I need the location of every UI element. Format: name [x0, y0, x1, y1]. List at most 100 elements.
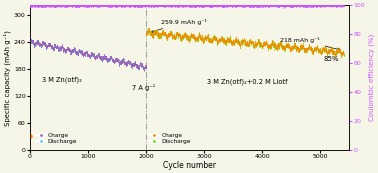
Point — [206, 38, 212, 40]
Point — [247, 40, 253, 43]
Point — [220, 38, 226, 40]
Point — [118, 4, 124, 6]
Point — [146, 5, 152, 8]
Point — [138, 4, 144, 7]
Point — [243, 3, 249, 6]
Point — [56, 5, 62, 8]
Point — [36, 4, 42, 7]
Point — [104, 61, 110, 63]
Point — [209, 5, 215, 7]
Point — [280, 45, 286, 48]
Point — [30, 40, 36, 43]
Point — [335, 48, 341, 51]
Point — [103, 3, 109, 6]
Point — [175, 4, 181, 7]
Point — [228, 43, 234, 46]
Point — [242, 37, 248, 40]
Point — [30, 41, 36, 44]
Point — [90, 53, 96, 56]
Point — [60, 48, 66, 51]
Point — [74, 4, 80, 7]
Point — [280, 4, 286, 7]
Point — [272, 45, 278, 47]
Point — [324, 52, 330, 55]
Point — [116, 3, 122, 6]
Point — [267, 5, 273, 8]
Point — [87, 55, 93, 57]
Point — [108, 56, 114, 59]
Point — [98, 5, 104, 7]
Point — [30, 40, 36, 43]
Point — [133, 62, 139, 65]
Point — [203, 4, 209, 6]
Point — [314, 46, 320, 48]
Point — [120, 58, 126, 60]
Point — [50, 46, 56, 49]
Point — [83, 5, 89, 7]
Point — [101, 55, 107, 57]
Point — [138, 65, 144, 67]
Point — [119, 3, 125, 6]
Point — [188, 4, 194, 7]
Point — [122, 63, 128, 65]
Point — [282, 47, 288, 50]
Point — [185, 36, 191, 38]
Point — [316, 49, 322, 52]
Point — [136, 5, 142, 7]
Point — [85, 4, 91, 7]
Point — [31, 43, 37, 45]
Point — [139, 3, 145, 6]
Point — [269, 40, 275, 42]
Point — [120, 58, 126, 61]
Point — [128, 4, 134, 7]
Point — [124, 61, 130, 63]
Point — [261, 41, 267, 44]
Point — [130, 64, 136, 67]
Point — [271, 4, 277, 7]
Point — [296, 48, 302, 51]
Point — [228, 4, 234, 7]
Point — [307, 4, 313, 7]
Point — [205, 39, 211, 41]
Point — [34, 4, 40, 7]
Point — [115, 58, 121, 61]
Point — [44, 4, 50, 7]
Point — [54, 45, 60, 48]
Point — [260, 43, 266, 45]
Point — [41, 4, 47, 7]
Point — [107, 57, 113, 60]
Point — [50, 4, 56, 6]
Point — [218, 37, 225, 39]
Point — [181, 33, 187, 35]
Point — [201, 38, 207, 41]
Point — [89, 53, 95, 55]
Point — [312, 5, 318, 7]
Point — [319, 51, 325, 54]
Point — [156, 33, 162, 36]
Point — [106, 59, 112, 62]
Point — [90, 53, 96, 56]
Point — [158, 32, 164, 35]
Point — [171, 35, 177, 38]
Point — [169, 36, 175, 38]
Point — [167, 34, 173, 37]
Point — [228, 4, 234, 6]
Point — [211, 37, 217, 39]
Point — [46, 5, 53, 8]
Point — [52, 45, 58, 48]
Point — [317, 47, 323, 49]
Point — [272, 44, 278, 46]
Point — [103, 56, 109, 59]
Point — [309, 47, 315, 50]
Point — [287, 48, 293, 51]
Point — [95, 53, 101, 56]
Point — [216, 39, 222, 41]
Point — [304, 50, 310, 53]
Point — [290, 46, 296, 49]
Point — [287, 5, 293, 8]
Point — [97, 55, 103, 58]
Point — [288, 47, 294, 50]
Point — [31, 43, 37, 46]
Point — [228, 4, 234, 6]
Point — [311, 48, 317, 51]
